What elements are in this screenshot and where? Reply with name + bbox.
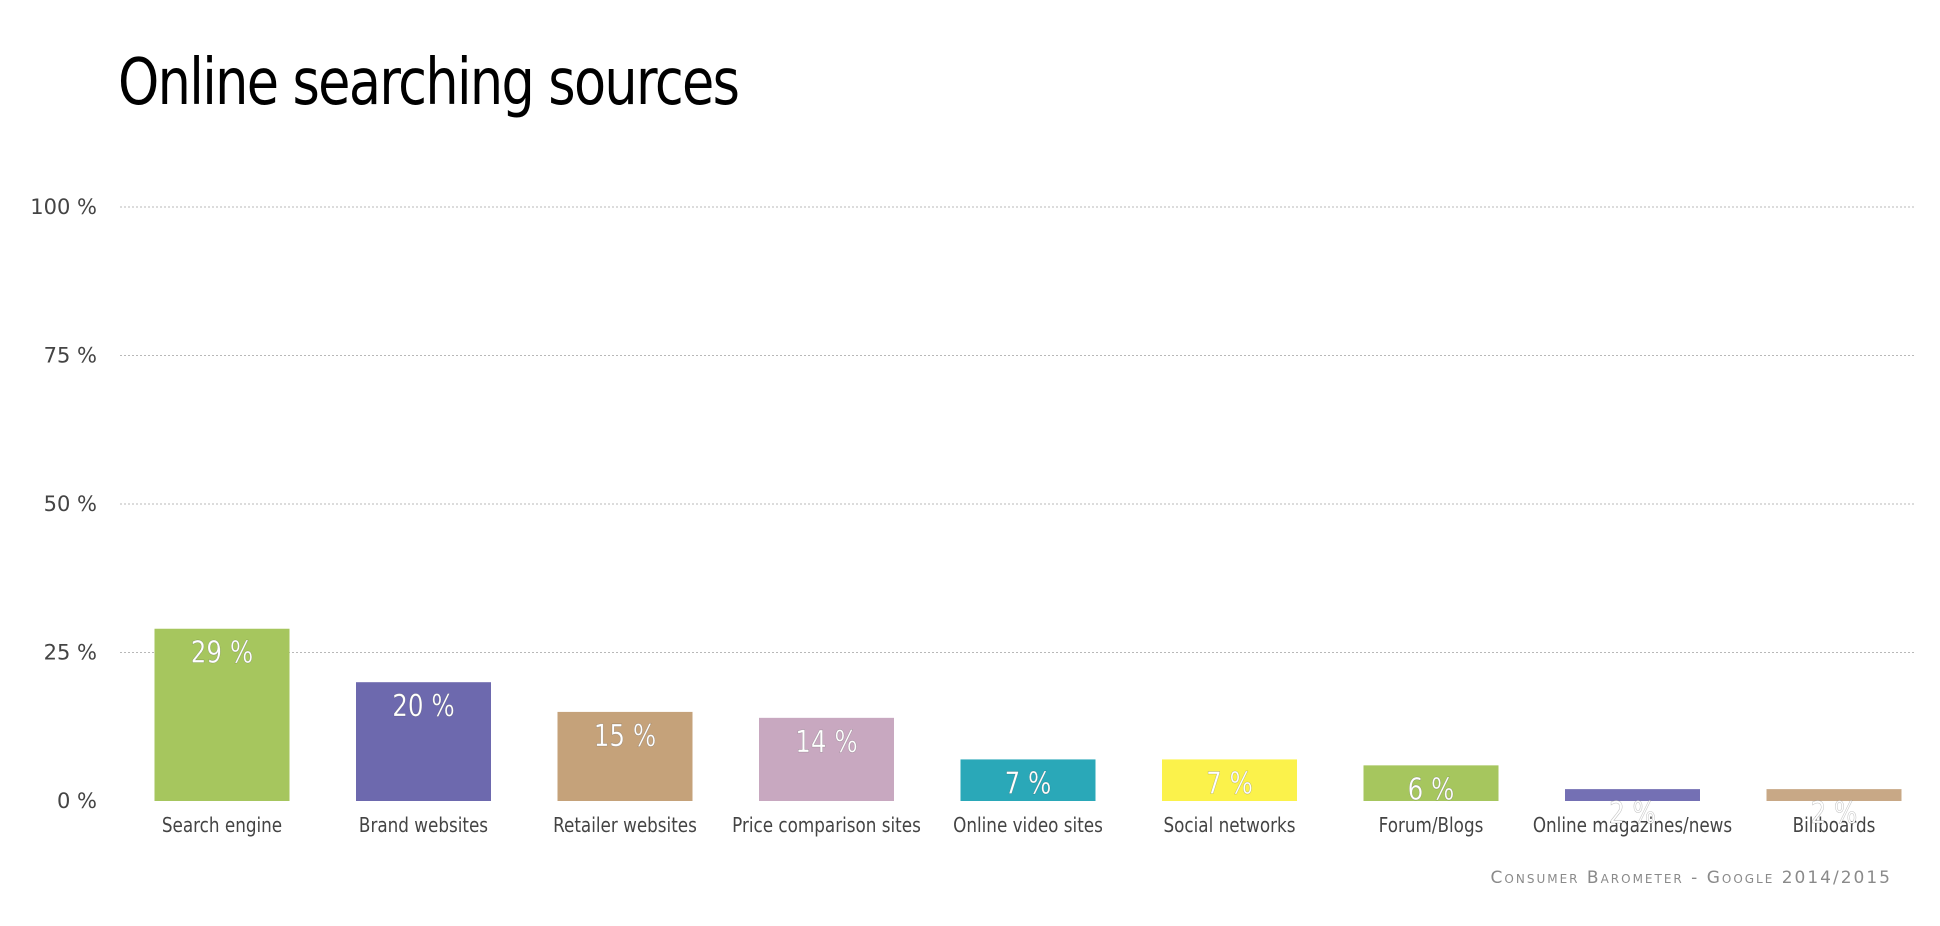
y-tick-label: 100 %	[30, 195, 97, 219]
y-tick-label: 75 %	[44, 344, 97, 368]
category-label: Social networks	[1163, 815, 1295, 838]
category-label: Brand websites	[359, 815, 488, 838]
y-tick-label: 25 %	[44, 641, 97, 665]
y-tick-label: 50 %	[44, 492, 97, 516]
category-label: Price comparison sites	[732, 815, 921, 838]
value-label: 7 %	[1206, 767, 1253, 801]
bar	[960, 759, 1096, 801]
value-label: 15 %	[594, 720, 656, 754]
value-label: 7 %	[1005, 767, 1052, 801]
category-label: Online video sites	[953, 815, 1103, 838]
source-note: Consumer Barometer - Google 2014/2015	[1490, 868, 1892, 888]
bar	[356, 682, 491, 801]
bar	[1363, 765, 1499, 801]
category-label: Search engine	[162, 815, 282, 838]
value-label: 14 %	[795, 726, 857, 760]
y-tick-label: 0 %	[57, 789, 97, 813]
bar	[154, 628, 290, 801]
x-axis-categories: Search engine Brand websites Retailer webs…	[162, 815, 1875, 838]
value-label: 20 %	[392, 690, 454, 724]
value-labels: 29 % 20 % 15 % 14 % 7 % 7 % 6 % 2 % 2 %	[190, 636, 1858, 831]
bar	[1766, 789, 1902, 801]
chart-title: Online searching sources	[118, 46, 740, 120]
category-label: Billboards	[1793, 815, 1876, 838]
bars	[154, 628, 1902, 801]
bar	[1565, 789, 1700, 801]
y-axis-ticks: 0 % 25 % 50 % 75 % 100 %	[30, 195, 97, 813]
category-label: Forum/Blogs	[1379, 815, 1484, 838]
gridlines	[120, 206, 1915, 653]
bar	[759, 717, 894, 801]
value-label: 29 %	[191, 636, 253, 670]
value-label: 2 %	[1811, 797, 1858, 831]
bar	[557, 711, 693, 801]
category-label: Online magazines/news	[1533, 815, 1732, 838]
bar	[1162, 759, 1297, 801]
category-label: Retailer websites	[553, 815, 697, 838]
value-label: 6 %	[1408, 773, 1455, 807]
value-label: 2 %	[1609, 797, 1656, 831]
